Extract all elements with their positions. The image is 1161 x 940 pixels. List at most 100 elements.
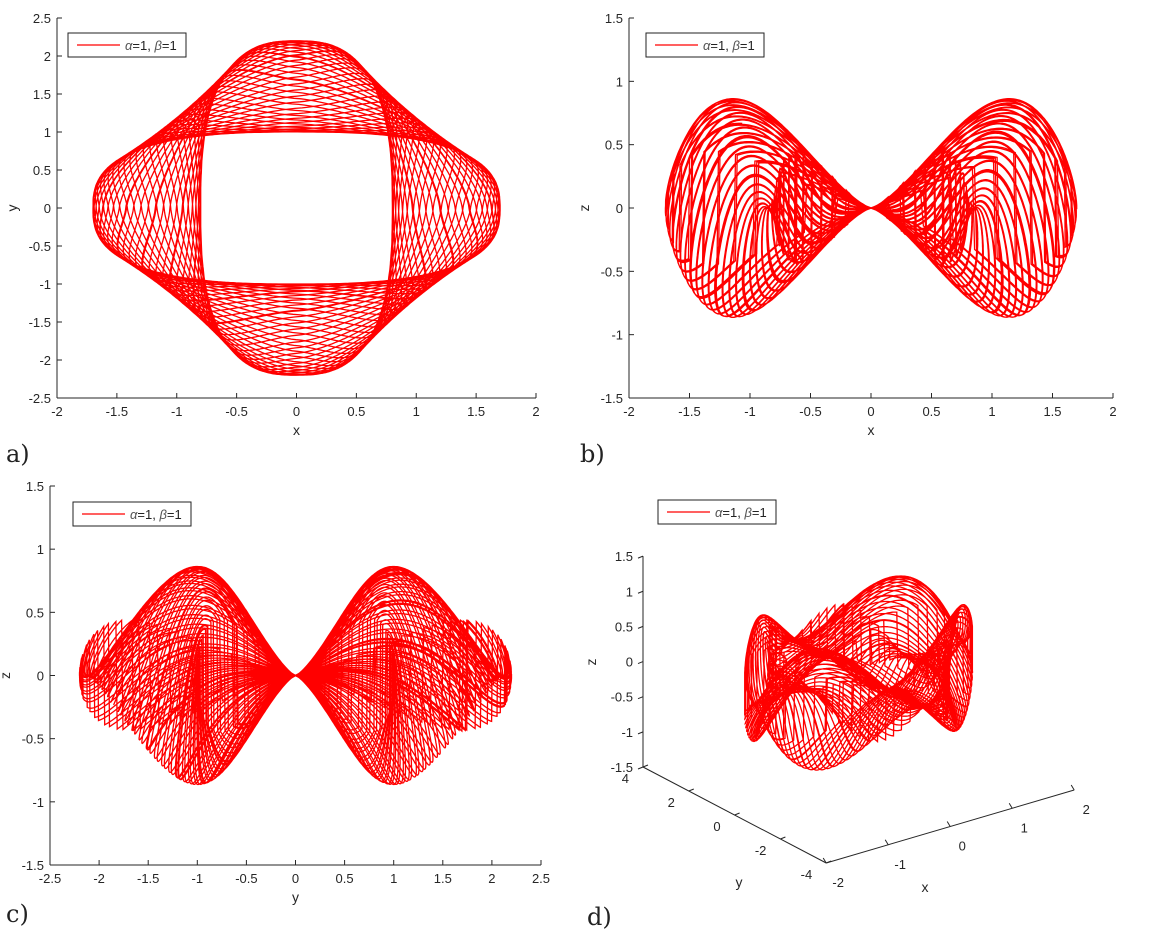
y-axis-label: y (736, 874, 743, 890)
y-tick-label: -0.5 (601, 264, 623, 279)
x-tick-label: 2 (1109, 404, 1116, 419)
y-tick-label: -1.5 (29, 315, 51, 330)
trajectory-line (744, 575, 974, 771)
panel-label: d) (587, 903, 612, 931)
panel-b: -2 -1.5 -1 -0.5 0 0.5 1 1.5 2-1.5-1-0.500.511.5x… (576, 11, 1117, 438)
x-tick-label: -2 (623, 404, 635, 419)
x-tick-label: 1 (988, 404, 995, 419)
x-tick-label: 1.5 (467, 404, 485, 419)
z-tick-label: -1.5 (611, 760, 633, 775)
z-tick (637, 555, 644, 559)
legend-alpha: α (703, 38, 711, 53)
x-tick-label: 2 (532, 404, 539, 419)
x-tick-label: 1.5 (1043, 404, 1061, 419)
legend-text: =1, (722, 505, 744, 520)
y-axis-label: y (4, 205, 20, 212)
x-tick (1008, 802, 1013, 809)
x-tick-label: 1.5 (434, 871, 452, 886)
x-tick-label: -2 (832, 875, 844, 890)
legend-alpha: α (715, 505, 723, 520)
y-tick-label: 2.5 (33, 11, 51, 26)
x-tick-label: -0.5 (225, 404, 247, 419)
legend-beta: β (731, 38, 740, 53)
legend-alpha: α (125, 38, 133, 53)
x-tick-label: -1.5 (137, 871, 159, 886)
y-tick (642, 764, 649, 768)
x-axis-label: x (868, 422, 875, 438)
panel-c: -2.5 -2 -1.5 -1 -0.5 0 0.5 1 1.5 2 2.5 -1.5 -1 -0.5 0 0… (0, 479, 550, 905)
x-tick-label: -0.5 (799, 404, 821, 419)
z-tick-label: -0.5 (611, 690, 633, 705)
z-tick-label: 1 (626, 584, 633, 599)
y-tick-label: 1 (44, 125, 51, 140)
y-tick-label: -1 (611, 328, 623, 343)
y-tick-label: -1 (32, 795, 44, 810)
y-tick-label: -1.5 (601, 391, 623, 406)
legend-beta: β (153, 38, 162, 53)
y-tick-label: 4 (622, 771, 629, 786)
x-tick-label: 1 (413, 404, 420, 419)
x-tick (822, 857, 827, 864)
x-tick-label: 1 (390, 871, 397, 886)
x-tick (946, 821, 951, 827)
x-tick-label: 1 (1021, 820, 1028, 835)
y-axis-label: z (576, 205, 592, 212)
y-tick (734, 812, 740, 816)
x-tick-label: -2 (93, 871, 105, 886)
y-tick (826, 860, 832, 864)
y-tick-label: 0.5 (605, 138, 623, 153)
trajectory-line (664, 98, 1078, 318)
y-tick-label: -0.5 (29, 239, 51, 254)
y-tick (688, 788, 694, 792)
x-tick-label: -0.5 (235, 871, 257, 886)
y-tick-label: -2 (755, 843, 767, 858)
x-tick-label: 0.5 (347, 404, 365, 419)
legend: α=1, β=1 (72, 501, 192, 527)
legend-label: α=1, β=1 (715, 505, 767, 520)
x-tick-label: 0.5 (922, 404, 940, 419)
x-tick-label: 0 (867, 404, 874, 419)
z-tick (637, 696, 644, 700)
y-tick (780, 836, 786, 840)
x-tick-label: -1 (894, 857, 906, 872)
legend-label: α=1, β=1 (125, 38, 177, 53)
x-axis-label: y (292, 889, 299, 905)
x-tick-label: 0 (292, 871, 299, 886)
y-tick-label: 0.5 (26, 605, 44, 620)
panel-label: c) (6, 900, 29, 928)
y-tick-label: 0 (44, 201, 51, 216)
x-tick-label: -2.5 (39, 871, 61, 886)
x-tick (884, 839, 889, 846)
y-tick-label: -1 (39, 277, 51, 292)
legend-text: =1 (740, 38, 755, 53)
y-tick-label: 1.5 (33, 87, 51, 102)
legend: α=1, β=1 (645, 32, 765, 58)
legend: α=1, β=1 (67, 32, 187, 58)
y-tick-label: -2 (39, 353, 51, 368)
legend-alpha: α (130, 507, 138, 522)
y-tick-label: 0 (37, 669, 44, 684)
y-tick-label: 1.5 (605, 11, 623, 26)
x-axis-label: x (922, 879, 929, 895)
legend-text: =1, (132, 38, 154, 53)
x-tick-label: 2.5 (532, 871, 550, 886)
legend-text: =1 (752, 505, 767, 520)
z-tick-label: 1.5 (615, 549, 633, 564)
y-tick-label: -0.5 (22, 732, 44, 747)
x-tick-label: -1 (192, 871, 204, 886)
x-axis-label: x (293, 422, 300, 438)
x-tick-label: 0 (293, 404, 300, 419)
z-tick-label: 0 (626, 655, 633, 670)
y-axis-label: z (0, 672, 13, 679)
legend-text: =1, (137, 507, 159, 522)
legend-label: α=1, β=1 (703, 38, 755, 53)
x-tick-label: 2 (488, 871, 495, 886)
legend-text: =1, (710, 38, 732, 53)
z-axis-label: z (583, 659, 599, 666)
x-tick (1070, 784, 1075, 791)
y-tick-label: 0.5 (33, 163, 51, 178)
y-tick-label: 1 (37, 542, 44, 557)
z-tick (637, 590, 644, 594)
z-tick (637, 661, 644, 665)
